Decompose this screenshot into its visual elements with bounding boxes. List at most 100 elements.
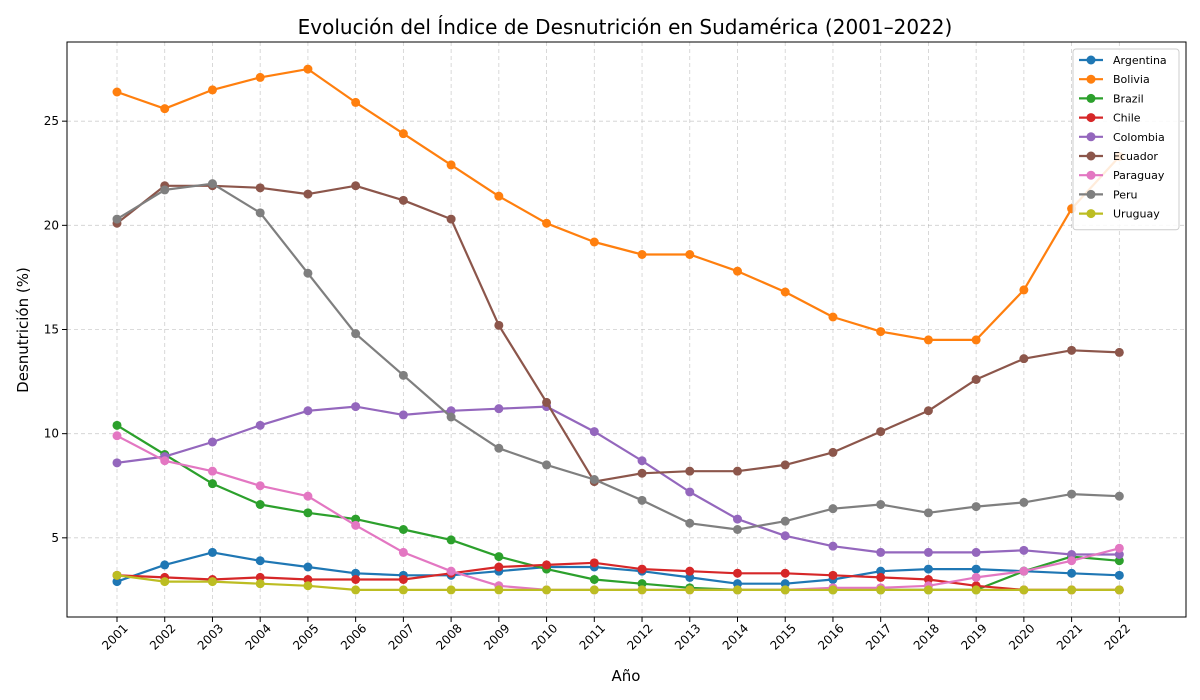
legend-item-ecuador: Ecuador: [1079, 150, 1158, 163]
legend-swatch-marker: [1086, 209, 1096, 219]
legend-label: Colombia: [1113, 131, 1165, 144]
data-point: [876, 572, 886, 582]
data-point: [732, 466, 742, 476]
data-point: [732, 579, 742, 589]
data-point: [207, 577, 217, 587]
data-point: [255, 556, 265, 566]
data-point: [732, 266, 742, 276]
y-axis-ticks: 5 10 15 20 25: [44, 114, 67, 545]
x-tick-label: 2012: [624, 621, 655, 652]
data-point: [1114, 550, 1124, 559]
data-point: [494, 404, 504, 414]
x-tick-label: 2016: [815, 621, 846, 652]
data-point: [1019, 585, 1029, 595]
series-peru: [112, 179, 1124, 534]
legend-swatch-marker: [1086, 93, 1096, 103]
data-point: [971, 572, 981, 582]
data-point: [780, 585, 790, 595]
series-bolivia: [112, 64, 1124, 345]
legend-item-paraguay: Paraguay: [1079, 169, 1165, 182]
data-point: [494, 320, 504, 330]
data-point: [303, 575, 313, 584]
data-point: [1067, 568, 1077, 578]
data-point: [780, 287, 790, 297]
data-point: [685, 585, 695, 595]
x-tick-label: 2017: [863, 621, 894, 652]
data-point: [446, 406, 456, 416]
data-point: [542, 397, 552, 407]
legend-label: Bolivia: [1113, 73, 1150, 86]
data-point: [398, 195, 408, 205]
series-line: [116, 561, 1120, 592]
x-tick-label: 2009: [481, 621, 512, 652]
data-point: [1114, 585, 1124, 595]
data-point: [255, 208, 265, 218]
legend-swatch-marker: [1086, 132, 1096, 142]
legend-label: Chile: [1113, 112, 1141, 125]
data-point: [637, 468, 647, 478]
data-point: [637, 495, 647, 505]
data-point: [303, 268, 313, 278]
data-point: [303, 64, 313, 74]
data-point: [255, 481, 265, 491]
series-line: [116, 182, 1120, 531]
legend-swatch-marker: [1086, 113, 1096, 123]
data-point: [685, 518, 695, 528]
data-point: [876, 585, 886, 595]
data-point: [971, 547, 981, 557]
x-axis-ticks: 2001 2002 2003 2004 2005 2006 2007 2008 2009 2010…: [99, 617, 1133, 653]
data-point: [923, 335, 933, 345]
legend-item-brazil: Brazil: [1079, 92, 1144, 105]
data-point: [160, 577, 170, 587]
data-point: [303, 508, 313, 518]
x-tick-label: 2020: [1006, 621, 1037, 652]
legend-label: Peru: [1113, 188, 1138, 201]
data-point: [1067, 585, 1077, 595]
data-point: [685, 466, 695, 476]
legend-label: Uruguay: [1113, 208, 1160, 221]
data-point: [685, 572, 695, 582]
data-point: [589, 475, 599, 484]
data-point: [876, 427, 886, 437]
data-point: [446, 160, 456, 170]
data-point: [207, 547, 217, 557]
data-point: [351, 575, 361, 584]
data-point: [685, 250, 695, 259]
data-point: [112, 87, 122, 97]
data-point: [1067, 345, 1077, 355]
data-point: [398, 410, 408, 420]
x-tick-label: 2005: [290, 621, 321, 652]
data-point: [685, 487, 695, 497]
data-point: [303, 491, 313, 501]
data-point: [1019, 285, 1029, 295]
x-tick-label: 2014: [720, 621, 751, 652]
data-point: [255, 72, 265, 82]
data-point: [255, 579, 265, 589]
data-point: [112, 577, 122, 587]
data-point: [351, 329, 361, 339]
legend: Argentina Bolivia Brazil Chile Colombia Ecuad…: [1072, 48, 1180, 231]
legend-label: Brazil: [1113, 92, 1144, 105]
data-point: [828, 312, 838, 322]
data-point: [828, 447, 838, 457]
data-point: [398, 575, 408, 584]
legend-item-argentina: Argentina: [1079, 54, 1167, 67]
chart-title: Evolución del Índice de Desnutrición en …: [298, 15, 953, 39]
data-point: [351, 181, 361, 191]
data-point: [112, 431, 122, 441]
data-point: [876, 547, 886, 557]
series-ecuador: [112, 181, 1124, 487]
data-point: [732, 585, 742, 595]
data-point: [542, 560, 552, 570]
x-tick-label: 2003: [195, 621, 226, 652]
data-point: [112, 458, 122, 468]
data-point: [1019, 354, 1029, 364]
data-point: [398, 525, 408, 534]
data-point: [589, 575, 599, 584]
legend-label: Paraguay: [1113, 169, 1165, 182]
data-point: [398, 547, 408, 557]
data-point: [542, 460, 552, 470]
data-point: [494, 552, 504, 562]
data-point: [923, 575, 933, 584]
y-tick-label: 10: [44, 427, 59, 441]
